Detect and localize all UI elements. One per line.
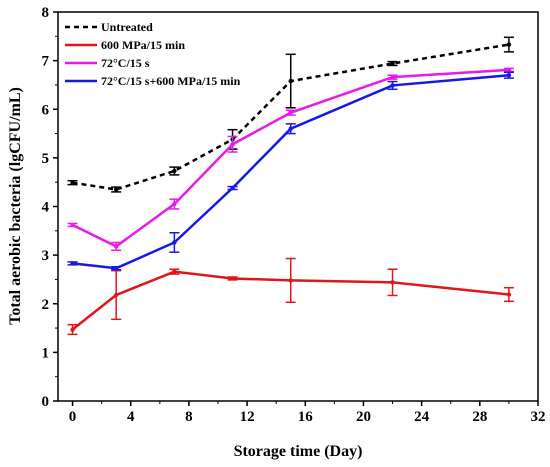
y-axis-title: Total aerobic bacteria (lgCFU/mL) (7, 87, 24, 325)
y-axis: 0 1 2 3 4 5 6 7 8 (42, 5, 58, 410)
data-point-0-4 (288, 78, 293, 84)
y-tick-label-5: 5 (42, 151, 50, 167)
legend-label-0: Untreated (101, 20, 153, 34)
data-point-3-5 (390, 83, 395, 88)
data-point-3-2 (172, 240, 177, 245)
x-tick-label-7: 28 (472, 409, 487, 425)
data-point-1-6 (506, 292, 512, 297)
data-point-2-6 (506, 67, 512, 73)
plot-frame (57, 11, 539, 402)
data-point-3-0 (70, 261, 75, 266)
y-tick-label-0: 0 (42, 394, 50, 410)
legend-label-1: 600 MPa/15 min (101, 38, 185, 52)
y-tick-label-6: 6 (42, 102, 50, 118)
y-tick-label-8: 8 (42, 5, 50, 21)
x-tick-label-8: 32 (531, 409, 546, 425)
data-point-1-5 (390, 280, 395, 285)
data-point-1-3 (230, 276, 235, 281)
data-point-2-3 (230, 142, 235, 147)
series-1 (67, 257, 514, 336)
legend-label-3: 72°C/15 s+600 MPa/15 min (101, 74, 241, 88)
series-3 (67, 71, 514, 271)
data-point-2-5 (390, 74, 395, 80)
x-tick-label-4: 16 (298, 409, 314, 425)
data-point-1-4 (288, 278, 293, 283)
data-point-0-1 (113, 187, 119, 192)
legend: Untreated 600 MPa/15 min 72°C/15 s 72°C/15 … (65, 20, 241, 88)
data-point-2-0 (70, 222, 75, 228)
x-tick-label-1: 4 (127, 409, 135, 425)
data-point-3-4 (288, 126, 293, 131)
x-tick-label-2: 8 (185, 409, 193, 425)
y-tick-label-2: 2 (42, 297, 50, 313)
y-tick-label-7: 7 (42, 54, 50, 70)
x-axis-title: Storage time (Day) (234, 443, 363, 460)
x-axis: 0 4 8 12 16 20 24 28 32 (69, 401, 546, 425)
data-point-1-2 (172, 269, 177, 274)
x-tick-label-3: 12 (240, 409, 255, 425)
data-point-2-4 (288, 110, 293, 115)
x-tick-label-5: 20 (356, 409, 371, 425)
series-layer (67, 36, 514, 336)
data-point-0-0 (70, 180, 75, 185)
data-point-3-3 (230, 185, 235, 191)
x-tick-label-0: 0 (69, 409, 77, 425)
data-point-3-1 (113, 266, 119, 271)
data-point-1-1 (113, 292, 119, 298)
x-tick-label-6: 24 (414, 409, 430, 425)
y-tick-label-3: 3 (42, 248, 50, 264)
data-point-0-5 (390, 61, 395, 66)
y-tick-label-4: 4 (42, 200, 50, 216)
series-2 (67, 67, 514, 252)
y-tick-label-1: 1 (42, 345, 50, 361)
data-point-2-2 (172, 201, 177, 207)
legend-label-2: 72°C/15 s (101, 56, 150, 70)
data-point-0-2 (172, 168, 177, 174)
data-point-0-6 (506, 42, 512, 47)
data-point-1-0 (70, 327, 75, 332)
data-point-2-1 (113, 244, 119, 249)
data-point-3-6 (506, 73, 512, 78)
